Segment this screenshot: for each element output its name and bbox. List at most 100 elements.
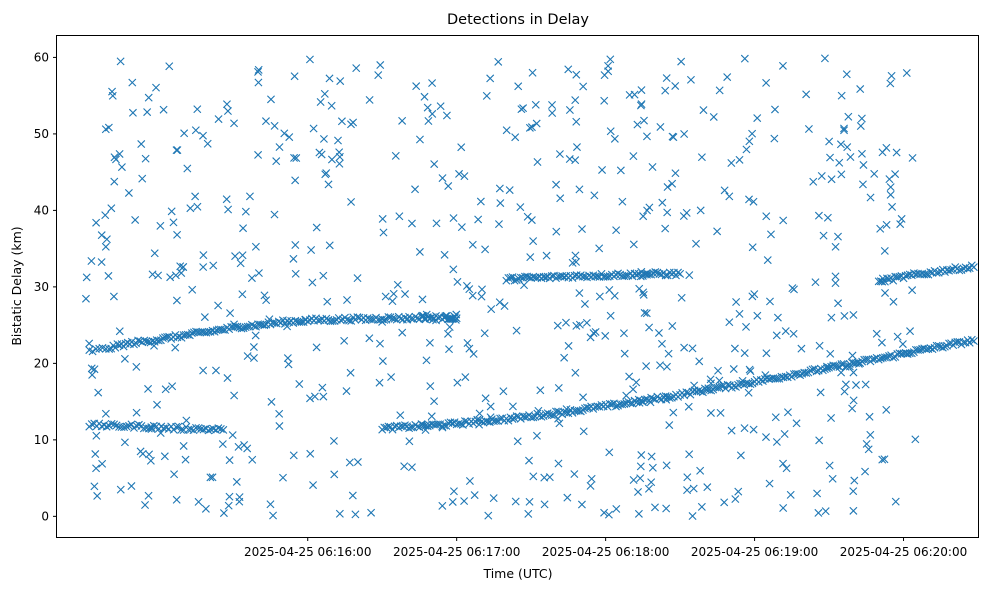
clutter-point bbox=[523, 212, 532, 221]
track-point bbox=[460, 417, 469, 426]
clutter-point bbox=[689, 484, 698, 493]
clutter-point bbox=[555, 419, 564, 428]
clutter-point bbox=[531, 100, 540, 109]
track-point bbox=[614, 269, 623, 278]
clutter-point bbox=[644, 484, 653, 493]
clutter-point bbox=[388, 297, 397, 306]
clutter-point bbox=[260, 291, 269, 300]
track-point bbox=[647, 393, 656, 402]
clutter-point bbox=[882, 220, 891, 229]
clutter-point bbox=[840, 387, 849, 396]
clutter-point bbox=[172, 495, 181, 504]
clutter-point bbox=[696, 206, 705, 215]
clutter-point bbox=[400, 462, 409, 471]
clutter-point bbox=[753, 114, 762, 123]
clutter-point bbox=[165, 62, 174, 71]
clutter-point bbox=[561, 318, 570, 327]
clutter-point bbox=[291, 176, 300, 185]
track-point bbox=[676, 269, 685, 278]
clutter-point bbox=[167, 207, 176, 216]
clutter-point bbox=[688, 344, 697, 353]
clutter-point bbox=[325, 74, 334, 83]
track-point bbox=[651, 268, 660, 277]
clutter-point bbox=[108, 87, 117, 96]
clutter-point bbox=[465, 477, 474, 485]
clutter-point bbox=[270, 121, 279, 130]
track-point bbox=[400, 421, 409, 430]
track-point bbox=[643, 395, 651, 404]
clutter-point bbox=[365, 334, 374, 343]
clutter-point bbox=[295, 380, 304, 389]
track-point bbox=[194, 424, 203, 433]
y-tick-label: 20 bbox=[34, 356, 49, 370]
clutter-point bbox=[671, 81, 680, 90]
track-point bbox=[110, 420, 119, 429]
clutter-point bbox=[173, 230, 182, 239]
clutter-point bbox=[786, 490, 795, 499]
clutter-point bbox=[600, 96, 609, 105]
clutter-point bbox=[648, 463, 657, 472]
clutter-point bbox=[828, 474, 837, 483]
track-point bbox=[88, 347, 97, 356]
clutter-point bbox=[116, 485, 125, 494]
clutter-point bbox=[449, 487, 458, 496]
clutter-point bbox=[396, 411, 405, 420]
clutter-point bbox=[709, 112, 718, 121]
clutter-point bbox=[552, 180, 561, 189]
clutter-point bbox=[524, 509, 533, 518]
clutter-point bbox=[578, 225, 586, 234]
clutter-point bbox=[605, 448, 614, 457]
clutter-point bbox=[398, 328, 407, 337]
track-point bbox=[603, 272, 612, 281]
clutter-point bbox=[849, 506, 858, 515]
data-points bbox=[81, 54, 978, 521]
clutter-point bbox=[401, 290, 410, 299]
clutter-point bbox=[695, 357, 704, 366]
clutter-point bbox=[92, 464, 101, 473]
clutter-point bbox=[864, 445, 873, 454]
clutter-point bbox=[270, 210, 279, 219]
clutter-point bbox=[696, 466, 705, 475]
clutter-point bbox=[782, 464, 791, 473]
clutter-point bbox=[378, 357, 387, 366]
clutter-point bbox=[480, 329, 489, 338]
track-point bbox=[434, 313, 443, 322]
clutter-point bbox=[516, 203, 525, 212]
clutter-point bbox=[727, 426, 736, 435]
clutter-point bbox=[445, 323, 454, 332]
clutter-point bbox=[415, 247, 424, 256]
clutter-point bbox=[781, 327, 790, 336]
track-point bbox=[698, 388, 707, 397]
track-point bbox=[825, 363, 834, 372]
clutter-point bbox=[552, 227, 561, 236]
clutter-point bbox=[661, 224, 670, 233]
clutter-point bbox=[780, 429, 789, 438]
clutter-point bbox=[305, 55, 314, 64]
clutter-point bbox=[642, 132, 651, 141]
clutter-point bbox=[445, 345, 453, 354]
clutter-point bbox=[181, 455, 190, 464]
clutter-point bbox=[214, 115, 223, 124]
track-point bbox=[112, 421, 121, 430]
clutter-point bbox=[289, 451, 298, 460]
clutter-point bbox=[878, 277, 887, 286]
track-point bbox=[862, 355, 871, 364]
clutter-point bbox=[321, 170, 330, 179]
clutter-point bbox=[262, 296, 271, 305]
clutter-point bbox=[101, 242, 110, 251]
track-point bbox=[163, 332, 172, 341]
x-tick-label: 2025-04-25 06:17:00 bbox=[393, 545, 520, 559]
y-tick-label: 40 bbox=[34, 203, 49, 217]
clutter-point bbox=[834, 299, 843, 308]
clutter-point bbox=[662, 461, 671, 470]
clutter-point bbox=[376, 339, 384, 348]
track-point bbox=[204, 426, 213, 435]
clutter-point bbox=[236, 259, 245, 268]
clutter-point bbox=[893, 332, 902, 341]
clutter-point bbox=[886, 190, 895, 199]
clutter-point bbox=[144, 384, 153, 393]
clutter-point bbox=[428, 109, 437, 118]
clutter-point bbox=[208, 473, 217, 482]
clutter-point bbox=[579, 427, 588, 436]
clutter-point bbox=[309, 481, 318, 490]
